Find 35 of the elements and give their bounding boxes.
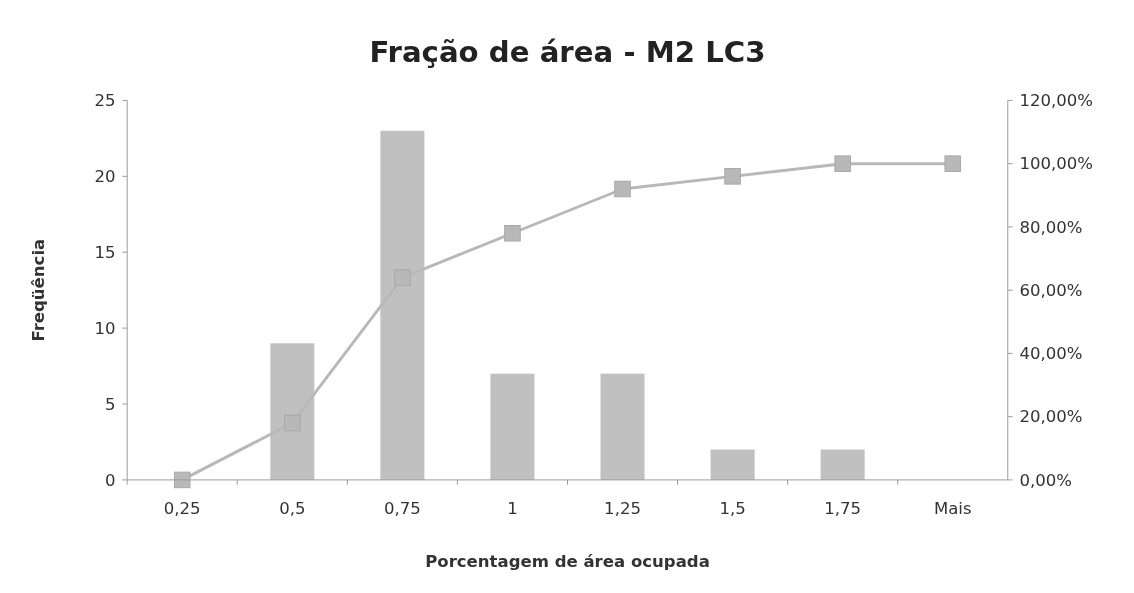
chart-title: Fração de área - M2 LC3: [369, 34, 766, 69]
y-tick-label: 15: [94, 243, 116, 263]
bar: [490, 373, 535, 480]
x-tick-label: 0,75: [383, 498, 421, 518]
y-tick-label: 5: [104, 394, 116, 414]
point: [504, 224, 521, 242]
point: [944, 155, 962, 172]
y-tick-label: 0: [104, 470, 116, 490]
point: [834, 155, 851, 172]
x-tick-label: 1,5: [719, 498, 746, 518]
y2-tick-label: 40,00%: [1019, 344, 1083, 364]
point: [724, 168, 741, 185]
y2-tick-label: 80,00%: [1019, 217, 1083, 237]
x-tick-label: 1: [507, 498, 518, 518]
point: [614, 180, 631, 198]
y2-tick-label: 120,00%: [1019, 91, 1094, 111]
y2-tick-label: 0,00%: [1019, 470, 1072, 490]
x-axis-title: Porcentagem de área ocupada: [425, 552, 710, 572]
x-tick-label: 0,25: [163, 498, 201, 518]
y-axis-title: Freqüência: [29, 238, 49, 342]
y2-tick-label: 100,00%: [1019, 154, 1094, 174]
bar: [820, 449, 865, 480]
x-tick-label: 0,5: [279, 498, 306, 518]
y2-tick-label: 60,00%: [1019, 280, 1083, 300]
x-tick-label: Mais: [933, 498, 972, 518]
x-tick-label: 1,25: [604, 498, 641, 518]
point: [284, 414, 301, 432]
y-tick-label: 20: [94, 167, 116, 187]
y-tick-label: 25: [94, 91, 116, 111]
x-tick-label: 1,75: [824, 498, 862, 518]
y2-tick-label: 20,00%: [1019, 407, 1083, 427]
bar: [600, 373, 645, 480]
point: [173, 471, 191, 489]
bar: [710, 449, 755, 480]
y-tick-label: 10: [94, 318, 116, 338]
